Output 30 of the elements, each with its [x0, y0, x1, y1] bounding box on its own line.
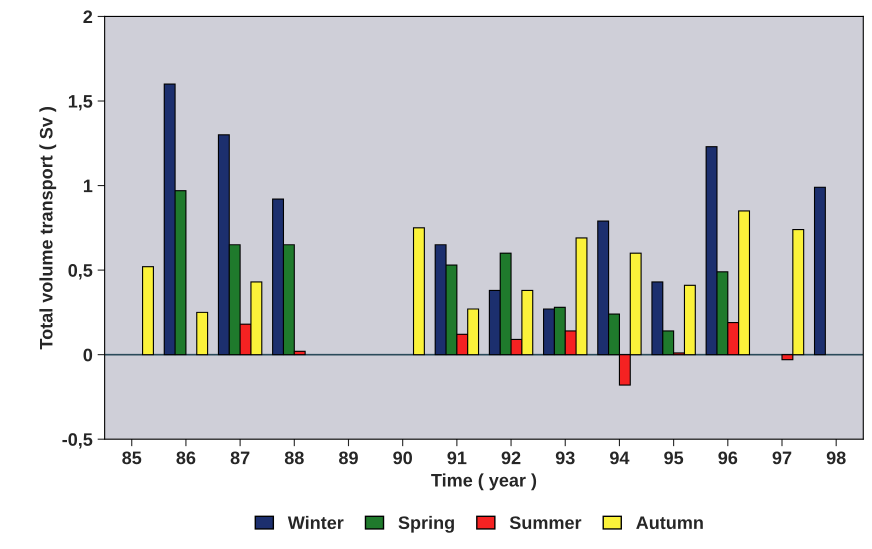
bar	[814, 186, 826, 356]
bar	[196, 312, 208, 356]
x-axis-title: Time ( year )	[431, 473, 536, 490]
x-tick-label: 92	[502, 451, 520, 464]
bar	[412, 227, 425, 356]
x-tick-label: 88	[284, 451, 304, 464]
y-tick-label: 2	[83, 10, 92, 24]
x-tick-label: 95	[664, 451, 684, 464]
y-tick-label: 1,5	[68, 95, 92, 110]
y-tick-label: 0	[84, 348, 92, 362]
legend-label: Winter	[288, 516, 344, 530]
y-tick-label: 0,5	[68, 264, 92, 280]
x-tick-label: 90	[393, 451, 412, 464]
y-tick-label: -0,5	[62, 433, 92, 449]
x-tick-label: 87	[230, 451, 250, 464]
x-tick-label: 86	[176, 451, 196, 464]
x-tick-label: 85	[122, 451, 142, 464]
y-tick-label: 1	[84, 180, 92, 192]
x-tick-label: 91	[447, 451, 466, 464]
x-tick-label: 96	[718, 451, 738, 464]
legend-label: Spring	[398, 516, 454, 533]
legend-label: Summer	[510, 516, 582, 530]
x-tick-label: 97	[772, 451, 792, 464]
x-tick-label: 89	[339, 451, 358, 464]
x-tick-label: 98	[826, 451, 846, 464]
legend-label: Autumn	[636, 516, 703, 530]
x-tick-label: 94	[610, 451, 630, 464]
bar	[142, 266, 154, 356]
x-tick-label: 93	[556, 451, 575, 464]
y-axis-title: Total volume transport ( Sv )	[39, 107, 56, 350]
